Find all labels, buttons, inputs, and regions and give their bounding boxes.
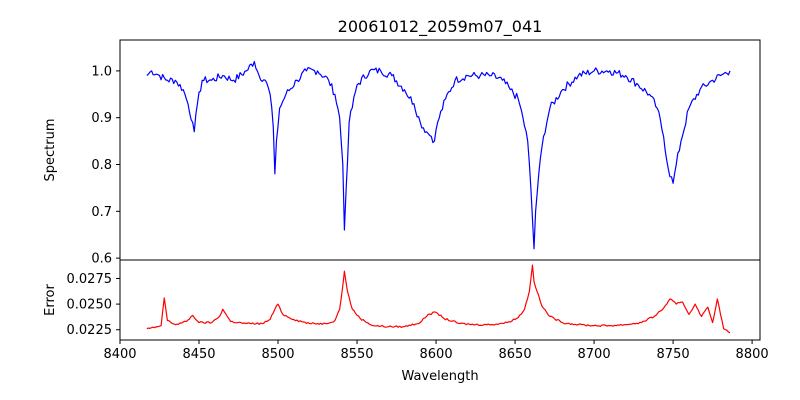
error-x-tick-label: 8750 — [657, 347, 690, 362]
spectrum-y-tick-label: 1.0 — [91, 64, 112, 79]
error-x-tick-label: 8400 — [103, 347, 136, 362]
error-x-ticks: 8400 8450 8500 8550 8600 8650 8700 8750 8800 — [103, 340, 769, 362]
error-x-tick-label: 8650 — [499, 347, 532, 362]
error-x-tick-label: 8600 — [420, 347, 453, 362]
spectrum-y-tick-label: 0.9 — [91, 111, 112, 126]
error-axes-frame — [119, 259, 761, 341]
error-y-ticks: 0.0225 0.0250 0.0275 — [67, 272, 120, 338]
spectrum-y-tick-label: 0.8 — [91, 158, 112, 173]
error-x-tick-label: 8800 — [736, 347, 769, 362]
error-x-tick-label: 8550 — [340, 347, 373, 362]
spectrum-y-ticks: 0.6 0.7 0.8 0.9 1.0 — [91, 64, 120, 267]
spectrum-y-tick-label: 0.6 — [91, 252, 112, 267]
error-series-line — [146, 264, 731, 334]
error-x-tick-label: 8450 — [182, 347, 215, 362]
error-x-tick-label: 8500 — [261, 347, 294, 362]
spectrum-y-label: Spectrum — [43, 119, 58, 182]
figure-title: 20061012_2059m07_041 — [338, 17, 543, 37]
spectrum-panel: 0.6 0.7 0.8 0.9 1.0 Spectrum — [43, 39, 761, 267]
error-y-tick-label: 0.0225 — [67, 323, 113, 338]
error-x-label: Wavelength — [401, 369, 478, 384]
error-y-label: Error — [43, 284, 58, 316]
error-y-tick-label: 0.0275 — [67, 272, 113, 287]
spectrum-y-tick-label: 0.7 — [91, 205, 112, 220]
error-x-tick-label: 8700 — [578, 347, 611, 362]
error-series — [146, 264, 731, 334]
spectrum-series — [146, 60, 731, 250]
spectrum-series-line — [146, 60, 731, 250]
error-y-tick-label: 0.0250 — [67, 298, 113, 313]
